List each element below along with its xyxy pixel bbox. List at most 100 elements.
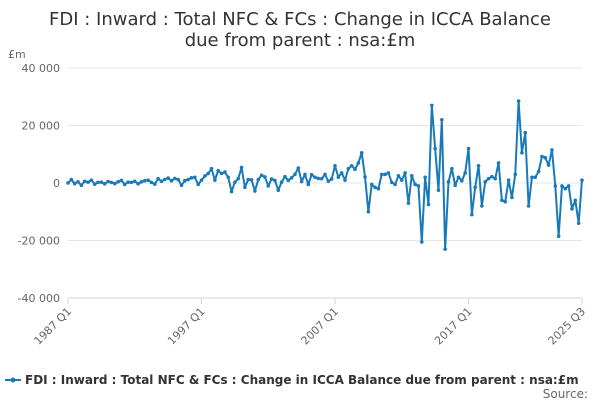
data-point[interactable] <box>96 180 100 185</box>
data-point[interactable] <box>513 172 518 177</box>
data-point[interactable] <box>366 209 371 214</box>
data-point[interactable] <box>69 177 74 182</box>
data-point[interactable] <box>199 178 204 182</box>
data-point[interactable] <box>426 202 431 207</box>
data-point[interactable] <box>359 151 364 155</box>
data-point[interactable] <box>343 178 347 182</box>
data-point[interactable] <box>566 184 571 188</box>
data-point[interactable] <box>476 163 481 168</box>
data-point[interactable] <box>550 148 554 152</box>
data-point[interactable] <box>289 176 294 180</box>
data-point[interactable] <box>443 247 447 251</box>
data-point[interactable] <box>436 188 441 192</box>
data-point[interactable] <box>213 178 217 182</box>
data-point[interactable] <box>286 178 291 183</box>
data-point[interactable] <box>379 172 384 177</box>
data-point[interactable] <box>460 178 464 183</box>
data-point[interactable] <box>456 175 461 180</box>
data-point[interactable] <box>563 186 568 191</box>
data-point[interactable] <box>553 184 558 188</box>
data-point[interactable] <box>560 184 564 188</box>
data-point[interactable] <box>466 146 471 151</box>
data-point[interactable] <box>329 177 334 181</box>
data-point[interactable] <box>540 154 544 159</box>
data-point[interactable] <box>283 174 287 179</box>
data-point[interactable] <box>189 176 194 180</box>
data-point[interactable] <box>309 172 314 177</box>
data-point[interactable] <box>176 177 180 182</box>
data-point[interactable] <box>152 182 157 186</box>
data-point[interactable] <box>142 178 147 183</box>
data-point[interactable] <box>216 168 220 173</box>
data-point[interactable] <box>263 175 267 179</box>
data-point[interactable] <box>363 175 367 179</box>
data-point[interactable] <box>319 176 324 181</box>
data-point[interactable] <box>490 174 494 179</box>
data-point[interactable] <box>306 182 311 187</box>
data-point[interactable] <box>516 99 521 103</box>
data-point[interactable] <box>349 163 354 168</box>
data-point[interactable] <box>353 167 357 171</box>
data-point[interactable] <box>119 178 124 183</box>
data-point[interactable] <box>536 169 541 174</box>
data-point[interactable] <box>249 178 254 182</box>
data-point[interactable] <box>463 171 467 175</box>
data-point[interactable] <box>126 180 130 184</box>
data-point[interactable] <box>72 181 77 186</box>
data-point[interactable] <box>299 179 304 184</box>
data-point[interactable] <box>423 175 427 180</box>
data-point[interactable] <box>89 178 94 182</box>
data-point[interactable] <box>229 189 234 194</box>
data-point[interactable] <box>473 185 477 190</box>
data-point[interactable] <box>66 181 70 185</box>
data-point[interactable] <box>313 175 317 180</box>
data-point[interactable] <box>186 177 190 182</box>
data-point[interactable] <box>183 178 187 183</box>
data-point[interactable] <box>246 177 251 182</box>
data-point[interactable] <box>139 180 144 184</box>
data-point[interactable] <box>389 180 394 185</box>
data-point[interactable] <box>219 171 224 176</box>
data-point[interactable] <box>193 175 197 180</box>
data-point[interactable] <box>239 165 244 170</box>
data-point[interactable] <box>279 180 284 184</box>
data-point[interactable] <box>179 183 184 188</box>
data-point[interactable] <box>403 171 407 175</box>
data-point[interactable] <box>523 130 528 135</box>
data-point[interactable] <box>223 170 227 174</box>
data-point[interactable] <box>259 173 264 178</box>
data-point[interactable] <box>520 151 524 155</box>
data-point[interactable] <box>356 161 361 165</box>
data-point[interactable] <box>132 179 137 184</box>
data-point[interactable] <box>296 166 301 170</box>
data-point[interactable] <box>543 155 548 160</box>
data-point[interactable] <box>446 180 451 184</box>
data-point[interactable] <box>503 199 508 204</box>
data-point[interactable] <box>486 176 491 181</box>
data-point[interactable] <box>92 182 97 186</box>
data-point[interactable] <box>206 171 210 176</box>
data-point[interactable] <box>576 221 581 226</box>
data-point[interactable] <box>79 183 84 188</box>
data-point[interactable] <box>146 178 150 182</box>
data-point[interactable] <box>440 117 444 122</box>
data-point[interactable] <box>386 171 391 175</box>
data-point[interactable] <box>269 177 274 181</box>
legend[interactable]: FDI : Inward : Total NFC & FCs : Change … <box>5 373 579 387</box>
data-point[interactable] <box>333 163 337 168</box>
data-point[interactable] <box>209 166 214 171</box>
data-point[interactable] <box>506 178 511 182</box>
data-point[interactable] <box>500 198 504 203</box>
data-point[interactable] <box>303 172 307 177</box>
data-point[interactable] <box>162 177 167 182</box>
data-point[interactable] <box>376 186 381 191</box>
data-point[interactable] <box>470 212 474 217</box>
data-point[interactable] <box>173 176 177 181</box>
data-point[interactable] <box>233 180 237 184</box>
data-point[interactable] <box>166 176 170 180</box>
data-point[interactable] <box>236 176 241 181</box>
data-point[interactable] <box>316 176 321 181</box>
data-point[interactable] <box>273 178 277 183</box>
data-point[interactable] <box>406 201 411 205</box>
data-point[interactable] <box>116 180 120 184</box>
